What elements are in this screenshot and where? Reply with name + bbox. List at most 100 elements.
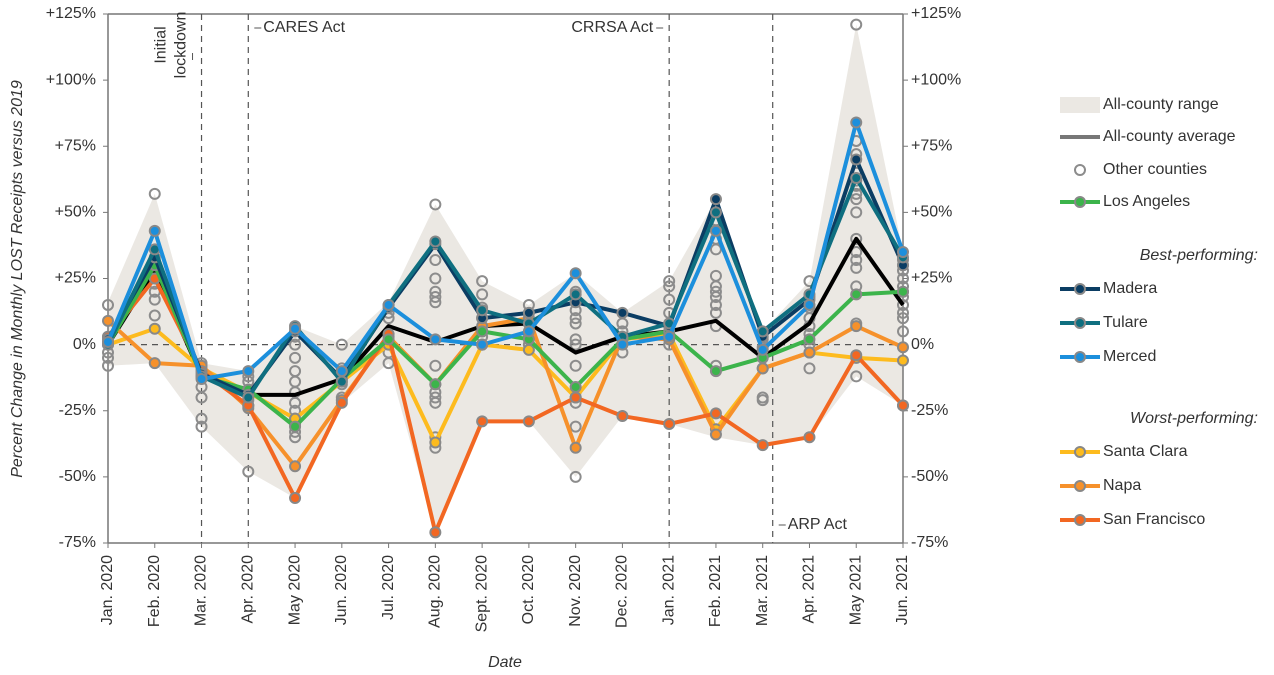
other-county-point bbox=[850, 232, 863, 245]
x-tick-label: Mar. 2020 bbox=[193, 555, 210, 626]
legend-label: Other counties bbox=[1103, 161, 1207, 178]
legend-label: All-county range bbox=[1103, 96, 1219, 113]
other-county-point bbox=[148, 293, 161, 306]
x-tick-label: Jan. 2021 bbox=[660, 555, 677, 625]
series-marker bbox=[382, 333, 395, 346]
legend-swatch bbox=[1060, 97, 1100, 113]
x-tick-label: Apr. 2021 bbox=[801, 555, 818, 624]
series-marker bbox=[522, 325, 535, 338]
series-marker bbox=[709, 428, 722, 441]
series-marker bbox=[242, 365, 255, 378]
series-marker bbox=[289, 460, 302, 473]
series-marker bbox=[616, 410, 629, 423]
x-tick-label: Jan. 2020 bbox=[99, 555, 116, 625]
y-tick-label: +50% bbox=[55, 204, 96, 221]
other-county-point bbox=[850, 370, 863, 383]
legend-label: All-county average bbox=[1103, 128, 1236, 145]
x-tick-label: Aug. 2020 bbox=[427, 555, 444, 628]
series-marker bbox=[803, 333, 816, 346]
y2-tick-label: +125% bbox=[911, 5, 961, 22]
other-county-point bbox=[476, 275, 489, 288]
legend-marker bbox=[1074, 351, 1086, 363]
series-marker bbox=[335, 365, 348, 378]
legend-marker bbox=[1074, 514, 1086, 526]
legend-label: San Francisco bbox=[1103, 511, 1205, 528]
x-tick-label: Dec. 2020 bbox=[614, 555, 631, 628]
other-county-point bbox=[850, 206, 863, 219]
y2-tick-label: -25% bbox=[911, 402, 948, 419]
x-tick-label: Nov. 2020 bbox=[567, 555, 584, 627]
x-tick-label: Sept. 2020 bbox=[473, 555, 490, 633]
series-marker bbox=[803, 298, 816, 311]
series-marker bbox=[850, 153, 863, 166]
series-marker bbox=[803, 431, 816, 444]
series-marker bbox=[569, 380, 582, 393]
series-marker bbox=[709, 407, 722, 420]
series-marker bbox=[102, 314, 114, 327]
other-county-point bbox=[148, 309, 161, 322]
series-marker bbox=[897, 246, 909, 259]
other-county-point bbox=[289, 365, 302, 378]
series-marker bbox=[476, 338, 489, 351]
other-county-point bbox=[803, 362, 816, 375]
other-county-point bbox=[569, 359, 582, 372]
y2-tick-label: +50% bbox=[911, 204, 952, 221]
series-marker bbox=[897, 399, 909, 412]
other-county-point bbox=[476, 288, 489, 301]
series-marker bbox=[616, 306, 629, 319]
series-marker bbox=[850, 320, 863, 333]
x-tick-label: Feb. 2021 bbox=[707, 555, 724, 627]
x-tick-label: Feb. 2020 bbox=[146, 555, 163, 627]
series-marker bbox=[148, 224, 161, 237]
series-marker bbox=[289, 322, 302, 335]
other-county-point bbox=[709, 298, 722, 311]
range-area bbox=[108, 24, 903, 533]
series-line bbox=[106, 276, 905, 535]
series-marker bbox=[429, 526, 442, 539]
series-marker bbox=[569, 441, 582, 454]
x-tick-label: Oct. 2020 bbox=[520, 555, 537, 624]
x-tick-label: May 2021 bbox=[847, 555, 864, 625]
series-marker bbox=[242, 391, 255, 404]
series-marker bbox=[429, 378, 442, 391]
other-county-point bbox=[663, 280, 676, 293]
other-county-point bbox=[335, 338, 348, 351]
series-marker bbox=[850, 349, 863, 362]
y-tick-label: +100% bbox=[46, 71, 96, 88]
legend-marker bbox=[1074, 283, 1086, 295]
other-county-point bbox=[429, 198, 442, 211]
series-marker bbox=[756, 343, 769, 356]
y-tick-label: +125% bbox=[46, 5, 96, 22]
series-marker bbox=[382, 298, 395, 311]
x-tick-label: Jul. 2020 bbox=[380, 555, 397, 620]
other-county-point bbox=[897, 272, 909, 285]
series-marker bbox=[569, 288, 582, 301]
other-county-point bbox=[709, 285, 722, 298]
y-tick-label: -75% bbox=[59, 534, 96, 551]
annotation-text: ARP Act bbox=[788, 516, 848, 533]
legend-label: Tulare bbox=[1103, 314, 1148, 331]
x-tick-label: Mar. 2021 bbox=[754, 555, 771, 626]
legend-label: Los Angeles bbox=[1103, 193, 1190, 210]
legend-marker bbox=[1074, 164, 1086, 176]
other-county-point bbox=[709, 306, 722, 319]
other-county-point bbox=[429, 272, 442, 285]
other-county-point bbox=[102, 298, 114, 311]
series-marker bbox=[522, 306, 535, 319]
y-tick-label: 0% bbox=[73, 336, 96, 353]
annotation-text: CRRSA Act bbox=[571, 19, 653, 36]
other-county-point bbox=[429, 253, 442, 266]
series-marker bbox=[897, 341, 909, 354]
legend-marker bbox=[1074, 196, 1086, 208]
series-marker bbox=[756, 362, 769, 375]
x-tick-label: Jun. 2021 bbox=[894, 555, 911, 625]
y2-tick-label: -50% bbox=[911, 468, 948, 485]
series-line bbox=[106, 263, 904, 429]
annotation-text: lockdown bbox=[173, 12, 190, 79]
other-county-point bbox=[195, 412, 208, 425]
other-county-point bbox=[569, 338, 582, 351]
other-county-point bbox=[429, 391, 442, 404]
series-marker bbox=[522, 343, 535, 356]
other-county-point bbox=[850, 246, 863, 259]
